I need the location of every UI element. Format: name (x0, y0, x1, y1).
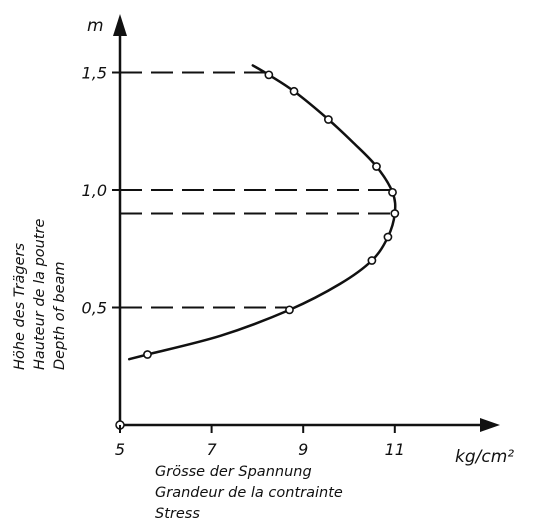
data-point (285, 305, 294, 315)
y-axis-title-line-3: Depth of beam (52, 262, 68, 371)
y-tick-label: 1,0 (82, 181, 107, 200)
y-tick-label: 0,5 (82, 299, 107, 318)
x-tick-label: 5 (115, 440, 125, 459)
x-tick-label: 11 (385, 440, 405, 459)
data-point (323, 115, 333, 124)
axes (113, 14, 500, 432)
data-point (264, 70, 274, 80)
y-axis-title-line-1: Höhe des Trägers (12, 243, 28, 370)
stress-curve (127, 64, 397, 361)
x-axis-arrow (480, 418, 500, 432)
data-point (367, 256, 377, 265)
data-point (390, 209, 400, 218)
x-tick-label: 9 (298, 440, 308, 459)
y-tick-label: 1,5 (82, 64, 107, 83)
x-axis-title-line-2: Grandeur de la contrainte (155, 485, 343, 501)
data-point (289, 86, 299, 96)
reference-lines (120, 71, 395, 309)
y-axis-title: Höhe des Trägers Hauteur de la poutre De… (12, 218, 68, 370)
data-point (388, 187, 397, 197)
data-point (143, 350, 152, 359)
y-ticks: 0,5 1,0 1,5 (82, 64, 120, 318)
x-axis-title-line-3: Stress (155, 506, 200, 522)
data-point (372, 162, 381, 171)
x-axis-unit-label: kg/cm² (455, 447, 514, 467)
y-axis-arrow (113, 14, 127, 36)
data-point (383, 232, 393, 242)
x-tick-label: 7 (207, 440, 218, 459)
y-axis-unit-label: m (87, 16, 104, 36)
x-axis-title: Grösse der Spannung Grandeur de la contr… (155, 464, 343, 522)
x-ticks: 5 7 9 11 (115, 425, 405, 459)
data-points (143, 70, 400, 359)
y-axis-title-line-2: Hauteur de la poutre (32, 218, 48, 370)
x-axis-title-line-1: Grösse der Spannung (155, 464, 312, 480)
